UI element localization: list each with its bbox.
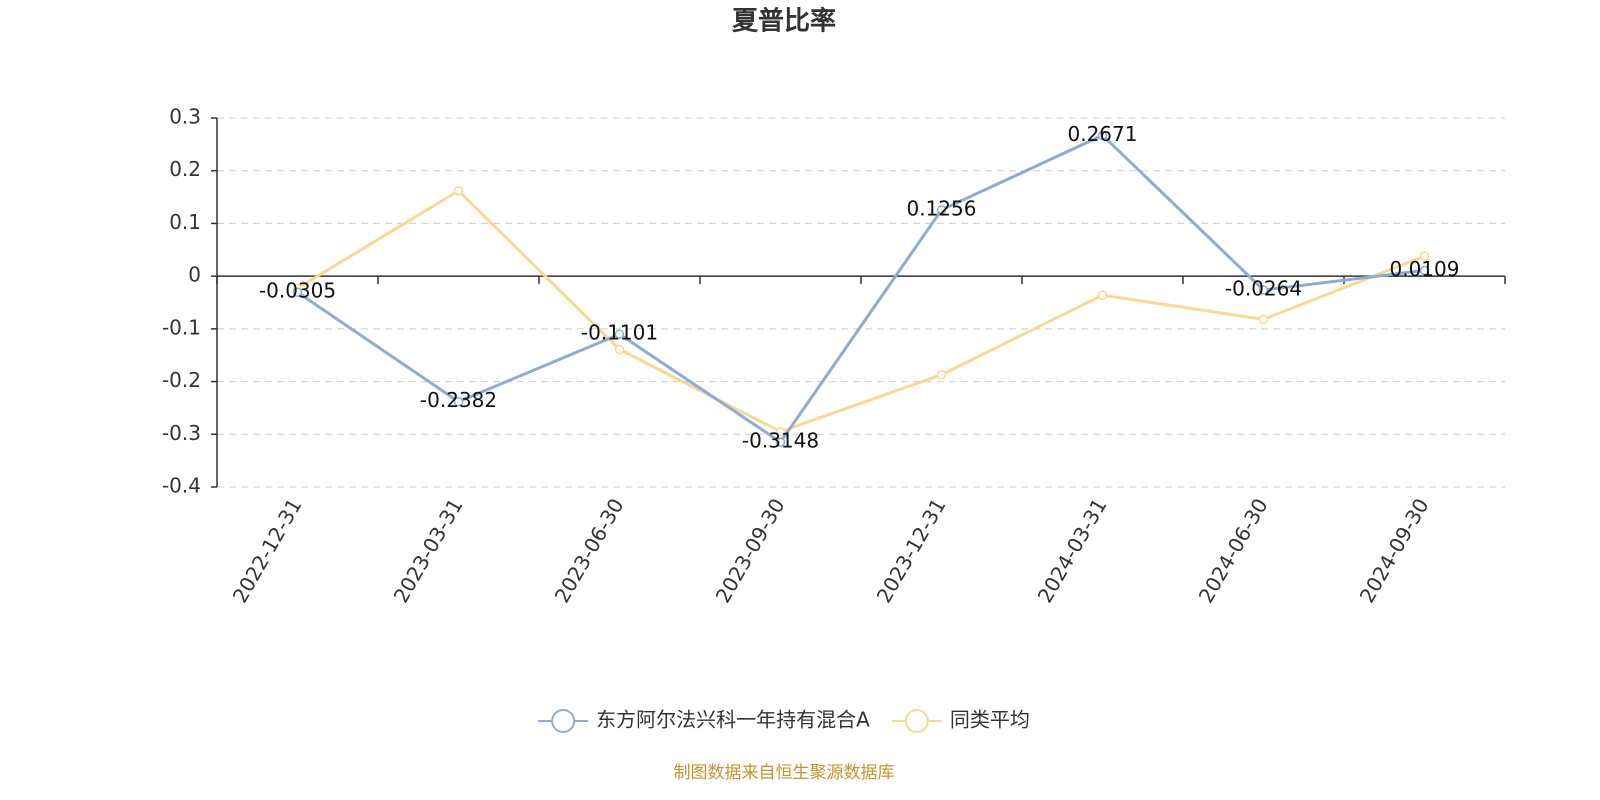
point <box>936 205 947 215</box>
data-label: -0.0264 <box>1225 277 1302 301</box>
data-label: -0.2382 <box>420 388 497 412</box>
x-tick-label: 2024-06-30 <box>1194 494 1273 607</box>
legend-marker <box>904 709 929 733</box>
y-tick-label: -0.4 <box>162 474 201 498</box>
y-tick-label: -0.2 <box>162 368 201 392</box>
point <box>1258 314 1269 325</box>
legend: 东方阿尔法兴科一年持有混合A 同类平均 <box>538 708 1030 733</box>
point <box>1097 130 1108 141</box>
chart-title: 夏普比率 <box>732 6 836 37</box>
point <box>775 426 786 437</box>
x-tick-label: 2023-06-30 <box>550 494 629 607</box>
point <box>775 437 786 447</box>
point <box>614 344 625 355</box>
y-tick-label: 0.1 <box>169 210 201 234</box>
x-tick-label: 2023-09-30 <box>711 494 790 607</box>
y-tick-label: -0.3 <box>162 421 201 445</box>
data-label: 0.2671 <box>1068 122 1138 146</box>
data-label: 0.0109 <box>1390 257 1460 281</box>
legend-item: 同类平均 <box>891 708 1030 733</box>
point <box>614 329 625 339</box>
footer: 制图数据来自恒生聚源数据库 <box>674 763 895 783</box>
legend-item: 东方阿尔法兴科一年持有混合A <box>538 708 870 733</box>
point <box>292 287 303 297</box>
x-tick-label: 2024-03-31 <box>1033 494 1112 607</box>
point <box>453 396 464 407</box>
series-line <box>296 188 1426 434</box>
x-tick-label: 2023-03-31 <box>389 494 468 607</box>
point <box>1419 265 1430 276</box>
x-tick-label: 2022-12-31 <box>228 494 307 607</box>
point <box>1419 251 1430 261</box>
y-tick-label: 0.2 <box>169 157 201 181</box>
point <box>453 185 464 196</box>
series-line <box>296 133 1425 445</box>
x-tick-label: 2023-12-31 <box>872 494 951 607</box>
data-label: -0.0305 <box>259 279 336 303</box>
legend-marker <box>551 709 576 733</box>
y-tick-label: 0 <box>188 263 201 287</box>
data-label: -0.3148 <box>742 429 819 453</box>
data-label: 0.1256 <box>907 196 977 220</box>
point <box>1258 285 1269 295</box>
legend-label: 同类平均 <box>950 708 1030 732</box>
y-tick-label: -0.1 <box>162 315 201 339</box>
x-tick-label: 2024-09-30 <box>1355 494 1434 607</box>
data-label: -0.1101 <box>581 321 658 345</box>
y-tick-label: 0.3 <box>169 105 201 129</box>
point <box>1097 290 1108 300</box>
point <box>936 369 947 380</box>
legend-label: 东方阿尔法兴科一年持有混合A <box>596 708 870 732</box>
